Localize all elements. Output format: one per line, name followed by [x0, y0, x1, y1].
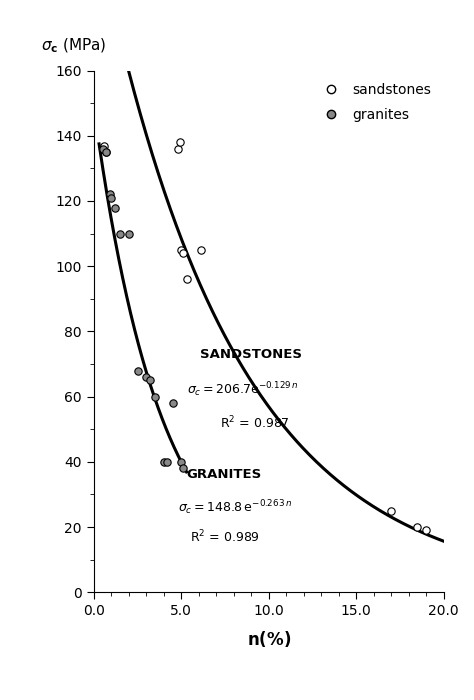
Point: [100, 140, 108, 151]
Point: [197, 244, 204, 256]
Point: [164, 456, 171, 468]
Text: GRANITES: GRANITES: [187, 468, 262, 482]
Text: R$^2$ = 0.987: R$^2$ = 0.987: [220, 414, 290, 431]
Text: $\sigma_c = 206.7\mathrm{e}^{-0.129\,\mathit{n}}$: $\sigma_c = 206.7\mathrm{e}^{-0.129\,\ma…: [187, 381, 298, 400]
Point: [177, 456, 185, 468]
Point: [125, 228, 133, 239]
Point: [99, 144, 106, 155]
Point: [177, 244, 185, 256]
Text: SANDSTONES: SANDSTONES: [200, 348, 302, 360]
Point: [179, 463, 187, 474]
Point: [102, 146, 110, 158]
Point: [176, 136, 183, 148]
Text: $\sigma_\mathbf{c}$ (MPa): $\sigma_\mathbf{c}$ (MPa): [41, 36, 107, 55]
Point: [174, 144, 182, 155]
Point: [146, 374, 154, 386]
Point: [108, 192, 115, 203]
Legend: sandstones, granites: sandstones, granites: [312, 78, 437, 127]
Point: [422, 525, 430, 536]
Point: [387, 505, 395, 517]
Text: $\sigma_c = 148.8\,\mathrm{e}^{-0.263\,\mathit{n}}$: $\sigma_c = 148.8\,\mathrm{e}^{-0.263\,\…: [178, 498, 292, 517]
Point: [143, 372, 150, 383]
Point: [111, 202, 118, 213]
Point: [134, 365, 141, 376]
Point: [116, 228, 124, 239]
Text: R$^2$ = 0.989: R$^2$ = 0.989: [190, 528, 260, 545]
Point: [102, 146, 110, 158]
Point: [106, 189, 113, 200]
Point: [179, 248, 187, 259]
Point: [151, 391, 159, 402]
Text: $\mathbf{n}$(%): $\mathbf{n}$(%): [246, 629, 291, 649]
Point: [183, 274, 191, 285]
Point: [160, 456, 168, 468]
Point: [414, 522, 421, 533]
Point: [169, 398, 176, 409]
Point: [99, 144, 106, 155]
